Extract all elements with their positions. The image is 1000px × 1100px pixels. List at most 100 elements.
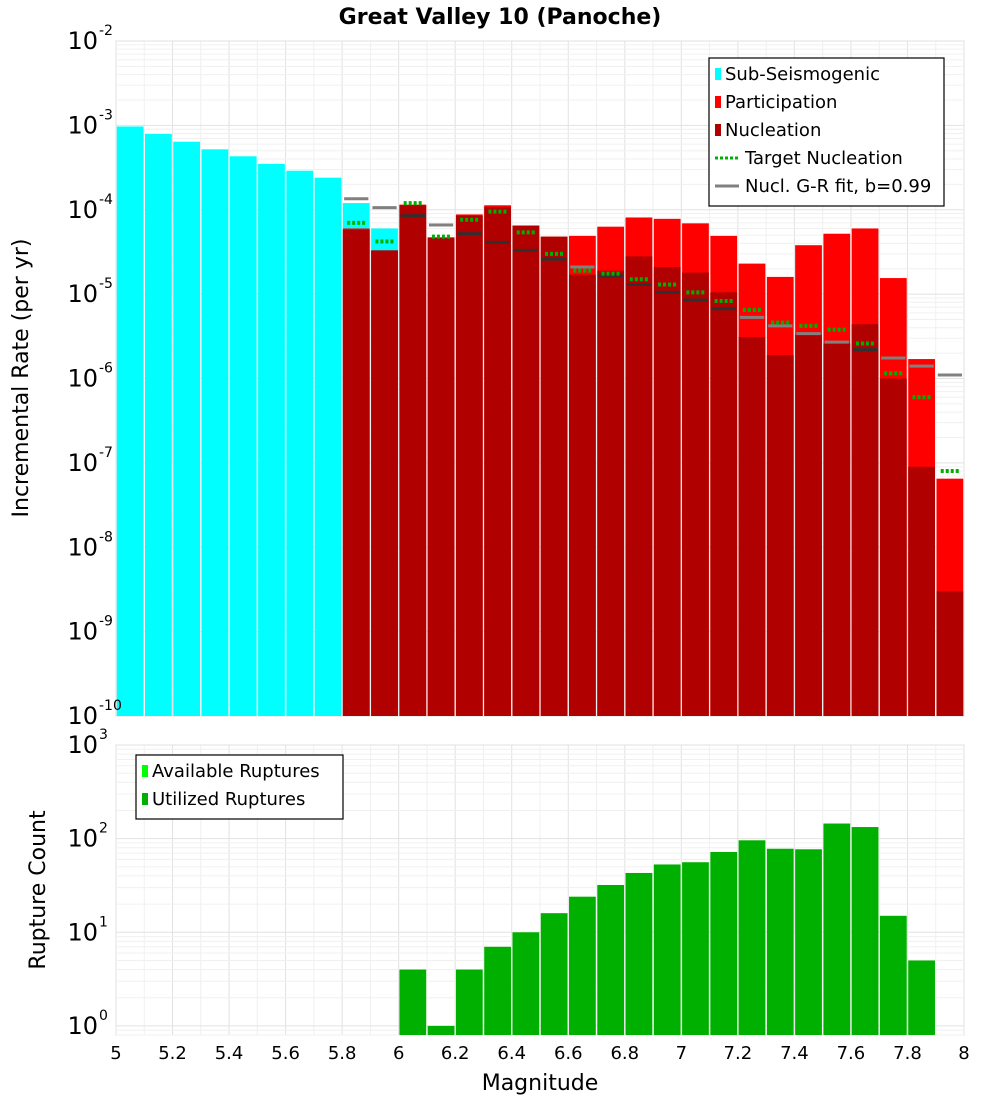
utilized-ruptures-bar xyxy=(427,1025,455,1035)
svg-text:10: 10 xyxy=(67,918,98,946)
nucleation-bar xyxy=(851,324,879,716)
sub-seismogenic-bar xyxy=(229,156,257,717)
x-tick-label: 5.6 xyxy=(271,1043,300,1064)
x-tick-label: 7.6 xyxy=(837,1043,866,1064)
utilized-ruptures-bar xyxy=(455,969,483,1035)
x-axis-title: Magnitude xyxy=(482,1071,599,1096)
utilized-ruptures-bar xyxy=(766,848,794,1035)
svg-text:10: 10 xyxy=(67,1012,98,1040)
count-bars xyxy=(399,823,935,1035)
rate-y-tick: 10 -9 xyxy=(67,614,113,646)
nucleation-bar xyxy=(738,337,766,716)
x-tick-label: 7.4 xyxy=(780,1043,809,1064)
x-tick-label: 5 xyxy=(110,1043,121,1064)
utilized-ruptures-bar xyxy=(908,960,935,1035)
x-tick-label: 8 xyxy=(958,1043,969,1064)
magnitude-x-ticks: 5 5.2 5.4 5.6 5.8 6 6.2 6.4 6.6 6.8 7 7.2 7.4 7.6 7.8 8 xyxy=(110,1043,969,1064)
nucleation-bar xyxy=(653,266,681,716)
svg-text:10: 10 xyxy=(67,196,98,224)
sub-seismogenic-bar xyxy=(116,126,144,716)
utilized-ruptures-bar xyxy=(399,969,427,1035)
svg-text:-2: -2 xyxy=(99,23,113,39)
svg-text:10: 10 xyxy=(67,449,98,477)
svg-text:Participation: Participation xyxy=(725,92,837,113)
nucleation-bar xyxy=(823,343,851,716)
rate-y-tick: 10 -5 xyxy=(67,276,113,308)
svg-text:10: 10 xyxy=(67,280,98,308)
x-tick-label: 6 xyxy=(393,1043,404,1064)
svg-text:10: 10 xyxy=(67,365,98,393)
nucleation-bar xyxy=(597,270,625,716)
utilized-ruptures-bar xyxy=(625,872,653,1035)
svg-text:-8: -8 xyxy=(99,529,113,545)
nucleation-bar xyxy=(455,215,483,717)
sub-seismogenic-bar xyxy=(314,177,342,716)
rate-y-tick: 10 -8 xyxy=(67,529,113,561)
x-tick-label: 6.4 xyxy=(497,1043,526,1064)
nucleation-bar xyxy=(342,229,370,717)
sub-seismogenic-bar xyxy=(173,141,201,716)
rate-y-tick: 10 -2 xyxy=(67,23,113,55)
sub-seismogenic-bar xyxy=(201,149,229,716)
nucleation-bar xyxy=(936,591,964,716)
nucleation-bar xyxy=(908,466,935,716)
utilized-ruptures-bar xyxy=(540,913,568,1035)
svg-text:2: 2 xyxy=(99,821,108,837)
legend-item: Nucleation xyxy=(715,120,821,141)
utilized-ruptures-bar xyxy=(823,823,851,1035)
nucleation-bar xyxy=(371,250,398,717)
x-tick-label: 7.2 xyxy=(724,1043,753,1064)
nucleation-bar xyxy=(795,334,822,716)
svg-text:-5: -5 xyxy=(99,276,113,292)
utilized-ruptures-bar xyxy=(795,849,822,1035)
x-tick-label: 6.2 xyxy=(441,1043,470,1064)
legend-item: Target Nucleation xyxy=(715,148,903,169)
svg-text:10: 10 xyxy=(67,533,98,561)
svg-text:10: 10 xyxy=(67,731,98,759)
count-y-axis-title: Rupture Count xyxy=(26,810,51,970)
nucleation-bar xyxy=(879,378,907,716)
rate-markers xyxy=(344,197,962,474)
count-gridlines xyxy=(115,744,965,1036)
nucleation-bar xyxy=(766,354,794,716)
svg-text:Utilized Ruptures: Utilized Ruptures xyxy=(152,789,305,810)
utilized-ruptures-bar xyxy=(512,932,540,1035)
nucleation-bar xyxy=(682,272,709,716)
svg-text:-9: -9 xyxy=(99,614,113,630)
sub-seismogenic-bar xyxy=(145,134,172,717)
count-legend: Available Ruptures Utilized Ruptures xyxy=(135,754,344,820)
nucleation-bar xyxy=(427,237,455,716)
svg-text:-6: -6 xyxy=(99,361,113,377)
svg-text:-4: -4 xyxy=(99,192,113,208)
legend-item: Utilized Ruptures xyxy=(142,789,305,810)
svg-text:-10: -10 xyxy=(99,698,122,714)
nucleation-bar xyxy=(569,274,596,716)
svg-text:Available Ruptures: Available Ruptures xyxy=(152,761,320,782)
utilized-ruptures-bar xyxy=(653,864,681,1035)
svg-text:Nucleation: Nucleation xyxy=(725,120,821,141)
utilized-ruptures-bar xyxy=(569,896,596,1035)
rate-y-tick: 10 -6 xyxy=(67,361,113,393)
nucleation-bar xyxy=(399,205,427,717)
count-y-tick: 10 2 xyxy=(67,821,107,853)
legend-item: Sub-Seismogenic xyxy=(715,64,880,85)
nucleation-bar xyxy=(540,236,568,716)
utilized-ruptures-bar xyxy=(597,884,625,1035)
sub-seismogenic-bar xyxy=(258,163,285,717)
x-tick-label: 5.2 xyxy=(158,1043,187,1064)
rate-y-tick: 10 -10 xyxy=(67,698,121,730)
svg-text:0: 0 xyxy=(99,1008,108,1024)
utilized-ruptures-bar xyxy=(738,840,766,1035)
nucleation-bar xyxy=(625,256,653,716)
count-y-tick: 10 3 xyxy=(67,727,107,759)
legend-item: Available Ruptures xyxy=(142,761,320,782)
utilized-ruptures-bar xyxy=(682,862,709,1035)
svg-text:10: 10 xyxy=(67,111,98,139)
x-tick-label: 5.4 xyxy=(215,1043,244,1064)
svg-text:10: 10 xyxy=(67,27,98,55)
rate-legend: Sub-Seismogenic Participation Nucleation Ta… xyxy=(708,57,945,207)
